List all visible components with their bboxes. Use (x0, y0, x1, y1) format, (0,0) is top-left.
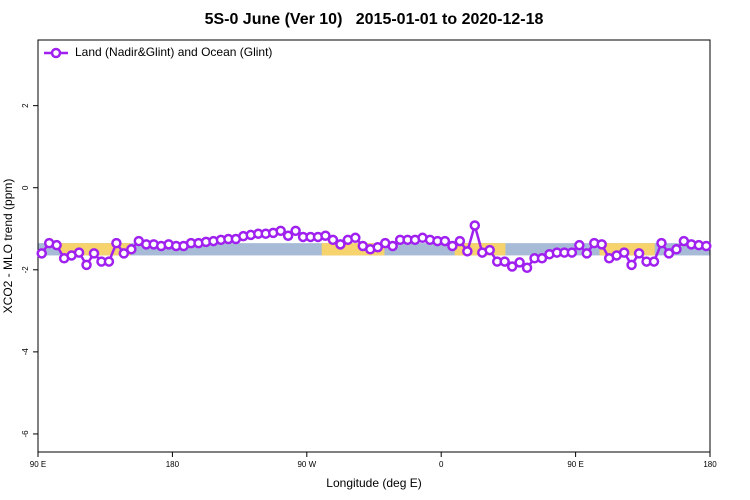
point (626, 259, 637, 271)
point (327, 234, 339, 246)
point (51, 239, 62, 251)
point (581, 248, 593, 259)
point (514, 257, 525, 268)
point (81, 259, 92, 271)
point (103, 256, 115, 267)
point (663, 248, 675, 259)
point (387, 240, 398, 252)
point (484, 244, 495, 256)
point (118, 248, 130, 259)
x-tick-label: 90 W (297, 460, 316, 469)
point (506, 261, 518, 272)
point (462, 246, 473, 257)
point (126, 244, 137, 255)
x-tick-label: 90 E (30, 460, 46, 469)
chart-title: 5S-0 June (Ver 10) 2015-01-01 to 2020-12… (205, 11, 544, 28)
point (439, 235, 451, 247)
point (335, 239, 346, 250)
point (454, 235, 466, 247)
x-tick-label: 180 (166, 460, 180, 469)
y-tick-label: 0 (21, 185, 30, 190)
y-tick-label: 2 (21, 103, 30, 108)
point (499, 256, 510, 267)
point (320, 230, 331, 241)
point (648, 256, 660, 267)
y-tick-label: -2 (21, 266, 30, 274)
point (671, 244, 682, 255)
x-tick-label: 180 (703, 460, 717, 469)
y-axis-label: XCO2 - MLO trend (ppm) (1, 179, 15, 314)
x-tick-label: 90 E (567, 460, 583, 469)
legend-label: Land (Nadir&Glint) and Ocean (Glint) (75, 45, 272, 59)
point (73, 247, 85, 258)
point (574, 239, 585, 251)
point (447, 240, 458, 252)
y-tick-label: -4 (21, 348, 30, 356)
point (656, 237, 667, 249)
y-tick-label: -6 (21, 430, 30, 438)
point (701, 240, 712, 252)
point (372, 241, 383, 253)
x-tick-label: 0 (439, 460, 444, 469)
point (275, 225, 286, 237)
point (469, 220, 481, 231)
point (596, 239, 607, 250)
point (618, 247, 630, 258)
point (111, 237, 122, 249)
point (282, 230, 294, 241)
legend-marker (50, 47, 62, 59)
point (350, 232, 361, 244)
point (290, 225, 301, 237)
point (633, 248, 645, 259)
x-axis-label: Longitude (deg E) (326, 476, 421, 490)
point (536, 253, 548, 264)
point (36, 248, 47, 259)
point (88, 248, 100, 259)
point (566, 247, 578, 258)
point (521, 262, 533, 273)
